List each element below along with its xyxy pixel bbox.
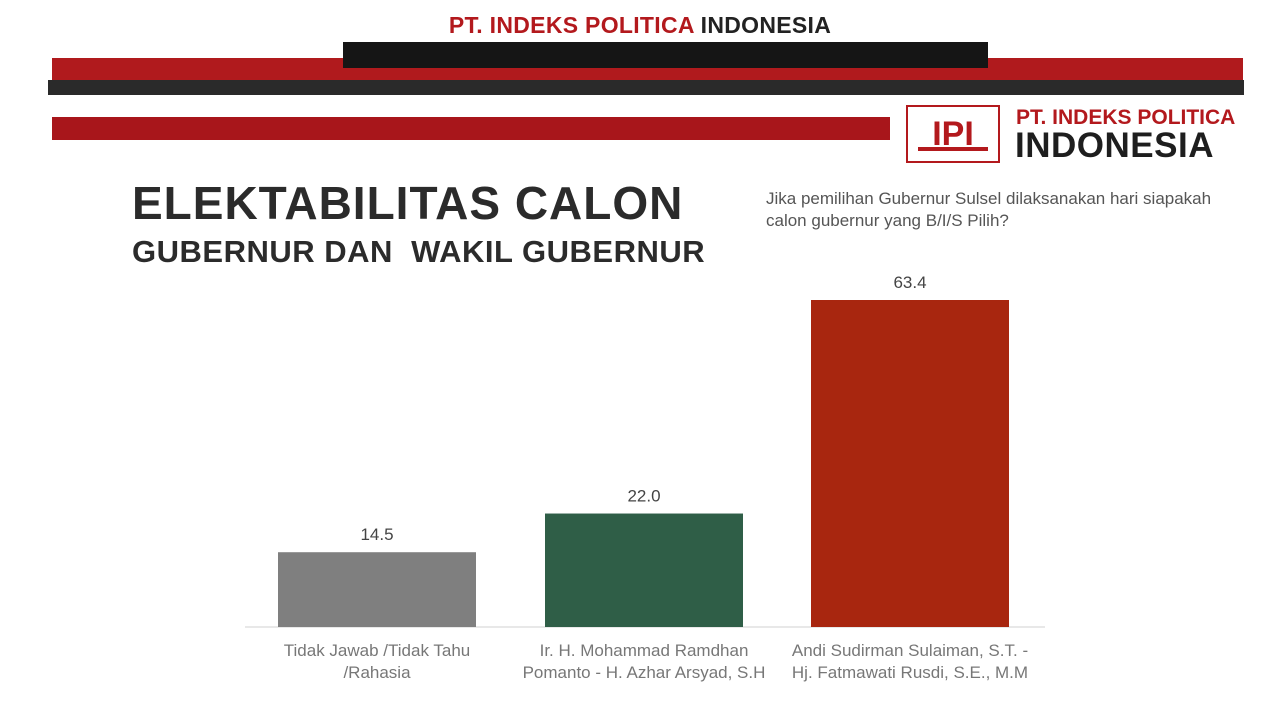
decorative-black-stripe bbox=[343, 42, 988, 68]
data-label-0: 14.5 bbox=[360, 525, 393, 544]
decorative-dark-stripe bbox=[48, 80, 1244, 95]
top-title-red: PT. INDEKS POLITICA bbox=[448, 12, 694, 38]
logo-mark-text: IPI bbox=[932, 115, 974, 153]
logo-text-line2: INDONESIA bbox=[1015, 126, 1214, 165]
x-tick-label-2: Andi Sudirman Sulaiman, S.T. - Hj. Fatma… bbox=[791, 641, 1029, 682]
x-tick-label-0: Tidak Jawab /Tidak Tahu /Rahasia bbox=[283, 641, 471, 682]
decorative-red-stripe-bottom bbox=[52, 117, 890, 140]
bar-0 bbox=[278, 552, 476, 627]
top-title-dark: INDONESIA bbox=[700, 12, 832, 38]
top-title: PT. INDEKS POLITICA INDONESIA bbox=[0, 12, 1280, 39]
chart-title-line2: GUBERNUR DAN WAKIL GUBERNUR bbox=[132, 234, 706, 269]
data-label-1: 22.0 bbox=[627, 487, 660, 506]
bar-1 bbox=[545, 513, 743, 627]
data-label-2: 63.4 bbox=[893, 273, 926, 292]
x-tick-label-1: Ir. H. Mohammad Ramdhan Pomanto - H. Azh… bbox=[522, 641, 766, 682]
survey-question: Jika pemilihan Gubernur Sulsel dilaksana… bbox=[766, 189, 1212, 230]
ipi-logo-icon: IPI bbox=[906, 105, 1000, 163]
logo-text-line1: PT. INDEKS POLITICA bbox=[1016, 106, 1236, 129]
chart-title: ELEKTABILITAS CALON bbox=[132, 177, 684, 229]
bar-2 bbox=[811, 300, 1009, 627]
